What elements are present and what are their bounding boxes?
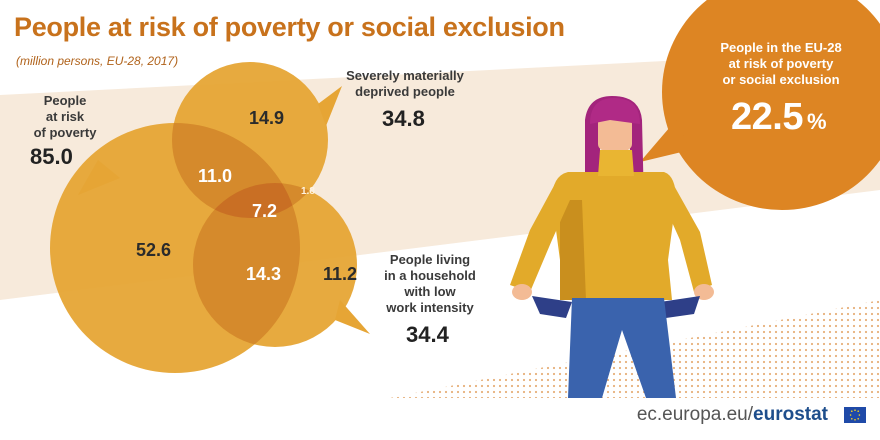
poverty-callout-tail (78, 160, 120, 195)
fringe (590, 98, 640, 124)
footer-brand: eurostat (753, 404, 828, 425)
statistic-bubble (640, 0, 880, 210)
region-poverty-deprived: 11.0 (198, 166, 233, 186)
region-deprived-only: 14.9 (249, 108, 285, 128)
bubble-label-line: People in the EU-28 (720, 40, 842, 55)
deprived-label-line: Severely materially (346, 68, 464, 83)
bubble-unit: % (806, 109, 827, 134)
deprived-callout-tail (318, 86, 342, 126)
empty-pocket-right (660, 296, 700, 318)
page-title: People at risk of poverty or social excl… (14, 12, 565, 42)
trousers (568, 298, 676, 398)
region-all-three: 7.2 (252, 201, 278, 221)
right-hand (694, 284, 714, 300)
venn-diagram (50, 62, 370, 373)
region-poverty-only: 52.6 (136, 240, 172, 260)
bubble-label: People in the EU-28 at risk of poverty o… (706, 40, 856, 88)
left-hand (512, 284, 532, 300)
bubble-value: 22.5% (731, 96, 827, 139)
low-work-label: People living in a household with low wo… (380, 252, 480, 316)
footer-site: ec.europa.eu/ (636, 404, 754, 425)
empty-pocket-left (532, 296, 572, 318)
poverty-label-line: of poverty (33, 125, 97, 140)
right-arm (662, 182, 712, 292)
footer-band (0, 398, 880, 440)
subtitle: (million persons, EU-28, 2017) (16, 54, 179, 68)
region-poverty-low-work: 14.3 (246, 264, 282, 284)
sweater-shadow (560, 200, 586, 300)
deprived-label: Severely materially deprived people (340, 68, 470, 100)
low-work-label-line: with low (404, 284, 456, 299)
turtleneck (598, 150, 634, 176)
low-work-label-line: People living (389, 252, 471, 267)
poverty-label: People at risk of poverty (30, 93, 100, 141)
low-work-label-line: in a household (384, 268, 476, 283)
left-arm (510, 182, 570, 292)
source-footer[interactable]: ec.europa.eu/eurostat (637, 404, 828, 426)
region-low-work-only: 11.2 (323, 264, 358, 284)
low-work-callout-tail (335, 300, 370, 334)
bubble-label-line: at risk of poverty (728, 56, 834, 71)
deprived-label-line: deprived people (355, 84, 455, 99)
bubble-label-line: or social exclusion (722, 72, 840, 87)
poverty-label-line: People (43, 93, 87, 108)
overlap-poverty-deprived (172, 123, 300, 218)
deprived-total: 34.8 (382, 106, 425, 131)
poverty-label-line: at risk (45, 109, 85, 124)
poverty-total: 85.0 (30, 144, 73, 169)
woman-figure (510, 96, 714, 398)
region-deprived-low-work: 1.8 (301, 186, 315, 197)
low-work-label-line: work intensity (386, 300, 474, 315)
low-work-total: 34.4 (406, 322, 449, 347)
bubble-number: 22.5 (731, 96, 803, 138)
eu-flag-icon (844, 407, 866, 423)
